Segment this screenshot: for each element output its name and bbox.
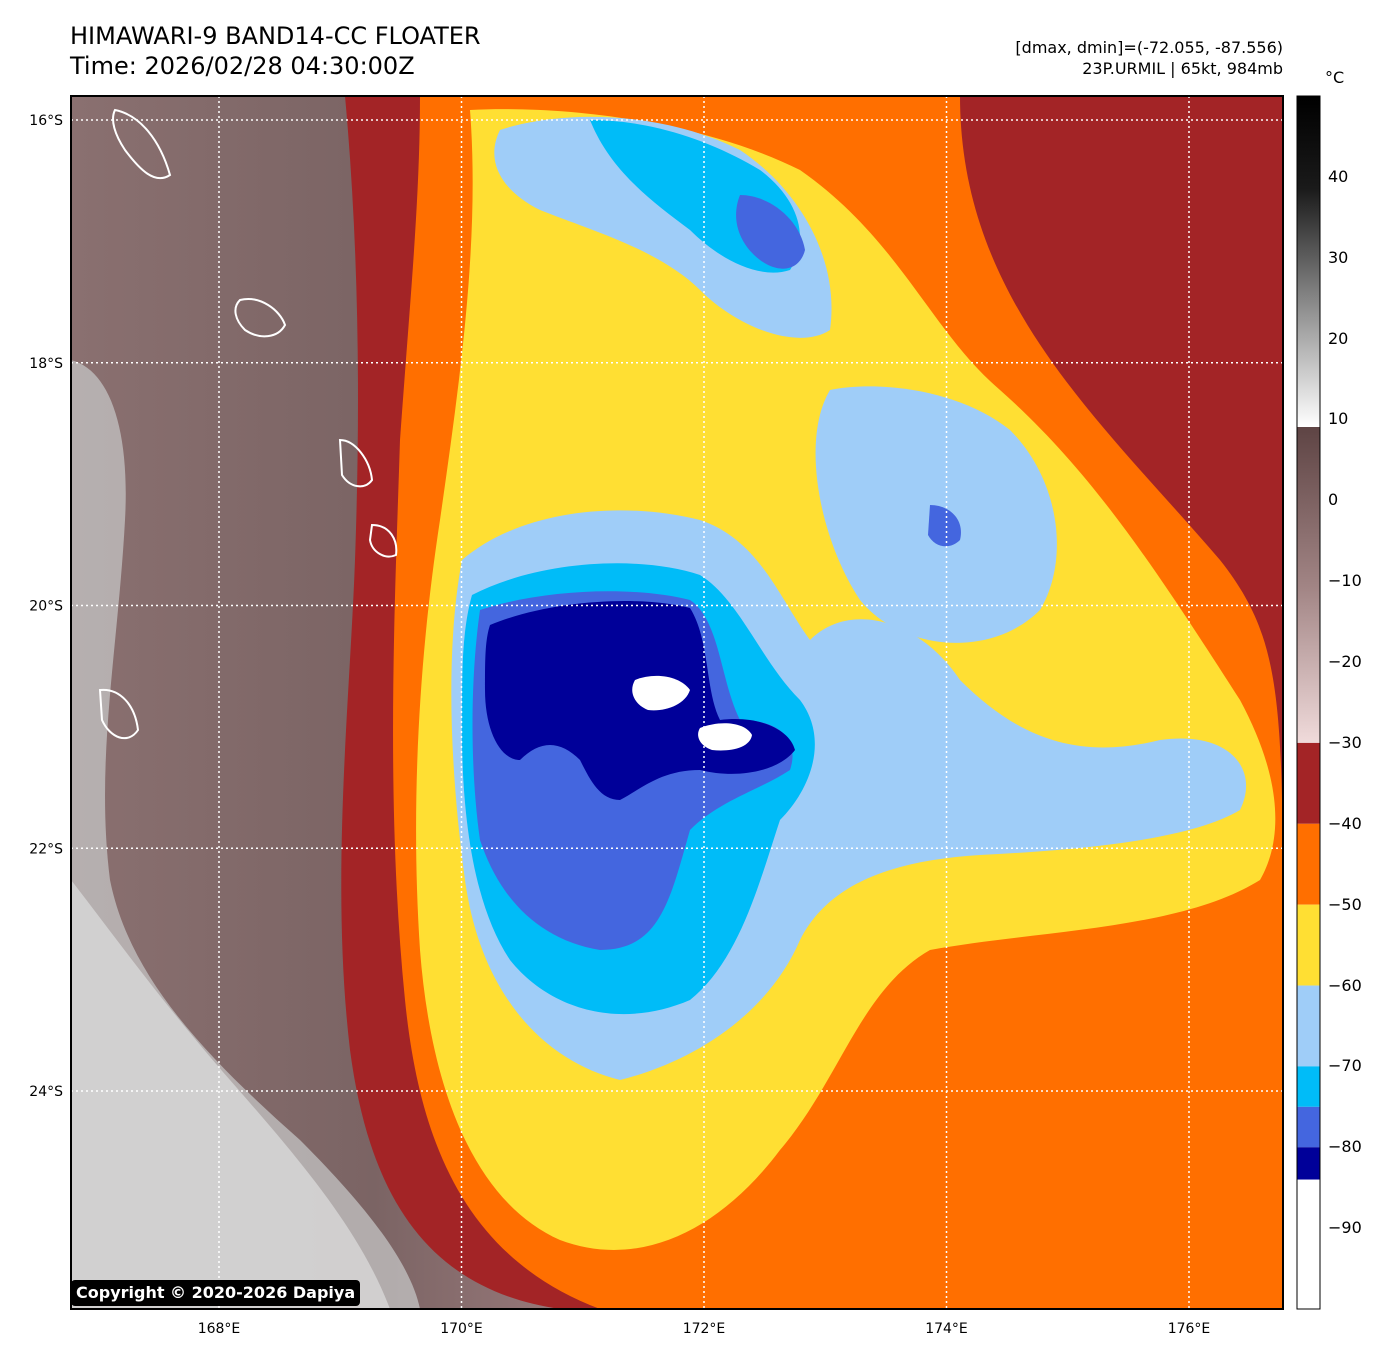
lon-label: 172°E	[683, 1321, 726, 1337]
colorbar-tick-label: −20	[1328, 652, 1362, 672]
lat-label: 20°S	[29, 599, 63, 615]
colorbar-tick-label: 0	[1328, 490, 1339, 510]
lat-label: 18°S	[29, 356, 63, 372]
cloud-field	[71, 96, 1283, 1309]
band-minus-80-north	[736, 195, 805, 269]
storm-info: 23P.URMIL | 65kt, 984mb	[1082, 59, 1283, 78]
lon-label: 168°E	[198, 1321, 241, 1337]
colorbar-tick-label: −60	[1328, 975, 1362, 995]
colorbar-tick-label: −10	[1328, 571, 1362, 591]
dmax-dmin-info: [dmax, dmin]=(-72.055, -87.556)	[1015, 38, 1283, 57]
copyright-label: Copyright © 2020-2026 Dapiya	[71, 1280, 361, 1306]
low-cloud-region-south	[71, 880, 390, 1309]
colorbar-tick-label: 40	[1328, 166, 1349, 186]
colorbar-cold-steps	[1297, 742, 1320, 1309]
colorbar-tick-label: 10	[1328, 409, 1349, 429]
coastline-island-5	[98, 688, 140, 740]
colorbar	[1296, 95, 1321, 1310]
chart-timestamp: Time: 2026/02/28 04:30:00Z	[70, 52, 415, 80]
colorbar-unit: °C	[1325, 68, 1345, 87]
colorbar-step	[1297, 742, 1320, 824]
lat-label: 16°S	[29, 113, 63, 129]
coastline-island-3	[368, 523, 398, 558]
colorbar-warm-segment	[1297, 96, 1320, 427]
lat-label: 22°S	[29, 841, 63, 857]
colorbar-tick-label: −50	[1328, 894, 1362, 914]
colorbar-step	[1297, 1147, 1320, 1180]
colorbar-tick-label: −40	[1328, 813, 1362, 833]
colorbar-tick-label: 30	[1328, 247, 1349, 267]
colorbar-tick-label: −80	[1328, 1137, 1362, 1157]
colorbar-step	[1297, 823, 1320, 905]
lat-label: 24°S	[29, 1084, 63, 1100]
lon-label: 174°E	[925, 1321, 968, 1337]
colorbar-step	[1297, 1066, 1320, 1107]
latitude-labels: 16°S 18°S 20°S 22°S 24°S	[29, 113, 63, 1100]
colorbar-frame	[1296, 95, 1321, 1310]
colorbar-mid-segment	[1297, 427, 1320, 749]
colorbar-tick-label: −70	[1328, 1056, 1362, 1076]
coastline-island-2	[338, 438, 374, 488]
colorbar-tick-label: −30	[1328, 732, 1362, 752]
band-below-minus-84	[632, 675, 690, 711]
colorbar-tick-label: 20	[1328, 328, 1349, 348]
map-frame	[70, 95, 1284, 1310]
band-minus-80-east	[928, 505, 961, 547]
colorbar-step	[1297, 985, 1320, 1067]
lon-label: 170°E	[440, 1321, 483, 1337]
coastline-island-4	[112, 108, 172, 180]
lon-label: 176°E	[1168, 1321, 1211, 1337]
band-below-minus-84-east	[698, 723, 752, 751]
colorbar-tick-label: −90	[1328, 1218, 1362, 1238]
chart-title: HIMAWARI-9 BAND14-CC FLOATER	[70, 22, 481, 50]
colorbar-step	[1297, 1106, 1320, 1148]
graticule	[71, 96, 1283, 1309]
colorbar-step	[1297, 1179, 1320, 1309]
coastline-island	[234, 298, 287, 338]
colorbar-step	[1297, 904, 1320, 986]
longitude-labels: 168°E 170°E 172°E 174°E 176°E	[198, 1321, 1211, 1337]
